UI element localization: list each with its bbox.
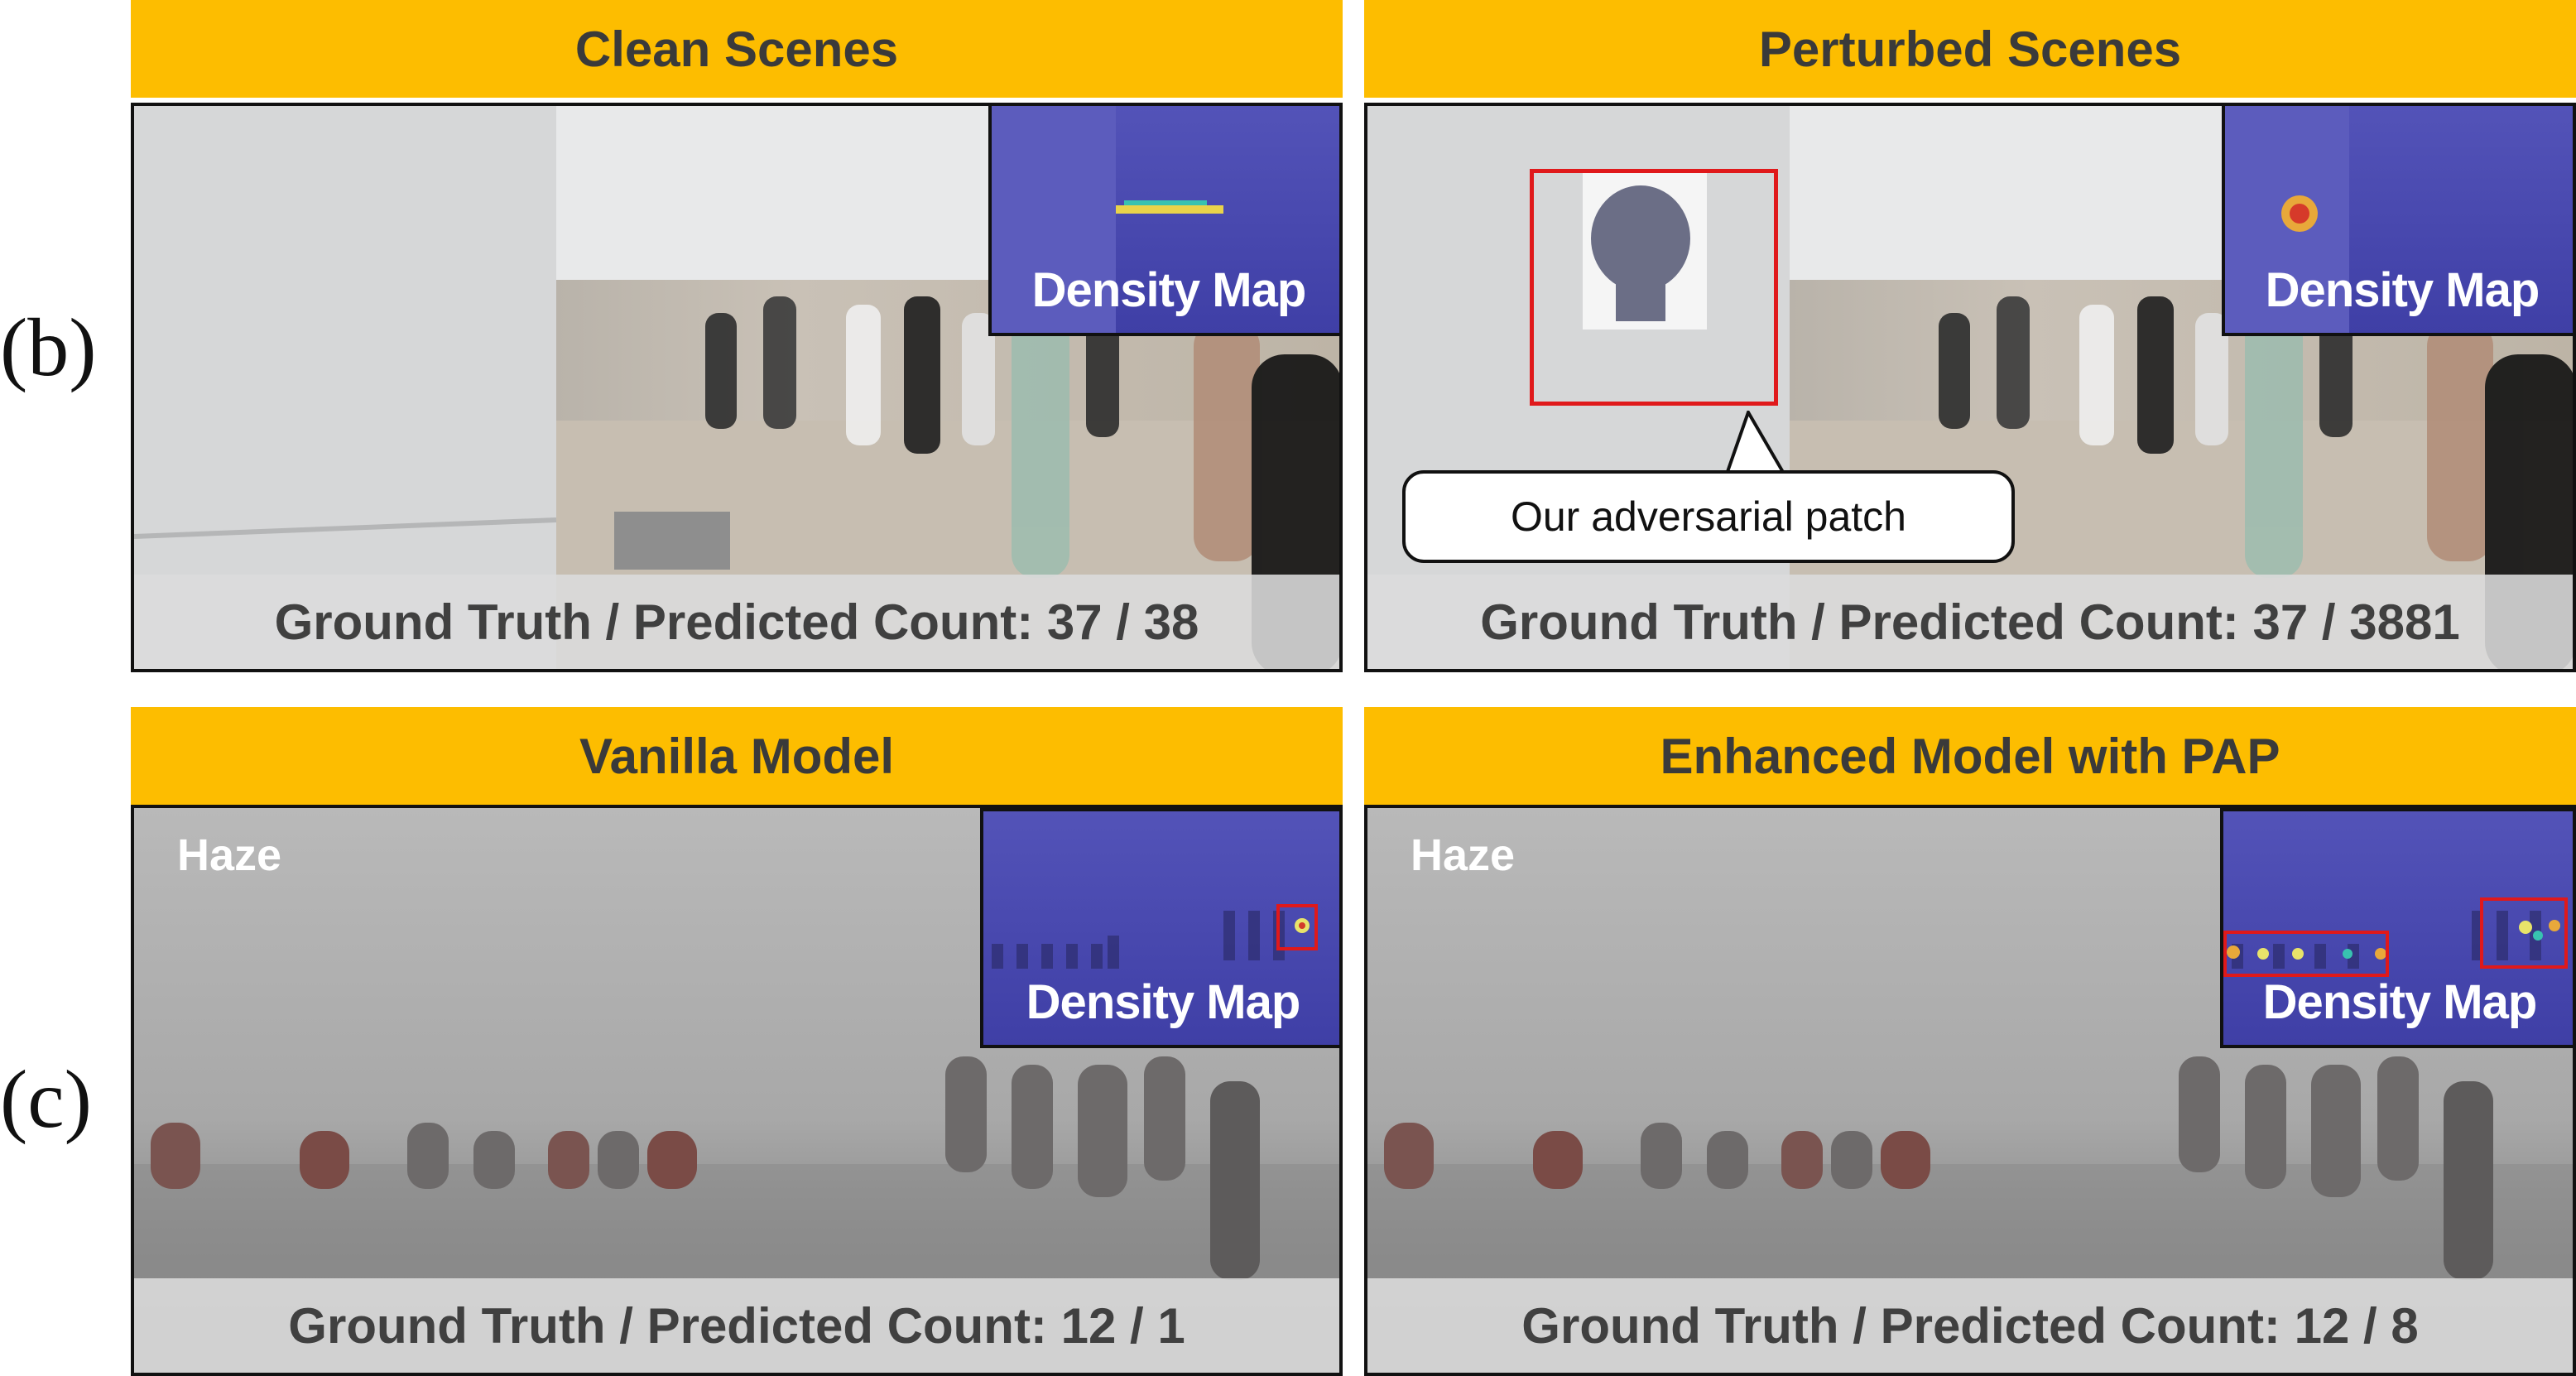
weather-label-enhanced: Haze <box>1411 830 1516 880</box>
density-map-inset-perturbed: Density Map <box>2222 106 2573 336</box>
density-map-label-vanilla: Density Map <box>1026 975 1301 1029</box>
density-map-label-clean: Density Map <box>1031 263 1307 317</box>
density-map-inset-vanilla: Density Map <box>980 808 1339 1048</box>
perturbed-scene-image: Our adversarial patch Density Map Ground… <box>1364 103 2576 672</box>
enhanced-haze-image: Haze Density Map Ground Truth / Predicte… <box>1364 805 2576 1376</box>
count-footer-vanilla: Ground Truth / Predicted Count: 12 / 1 <box>134 1278 1339 1373</box>
weather-label-vanilla: Haze <box>177 830 282 880</box>
count-footer-enhanced: Ground Truth / Predicted Count: 12 / 8 <box>1367 1278 2573 1373</box>
adversarial-patch-callout: Our adversarial patch <box>1402 470 2015 563</box>
panel-title-perturbed: Perturbed Scenes <box>1364 0 2576 98</box>
density-hotspots-clean <box>992 106 1223 333</box>
density-hotspots-perturbed <box>2225 106 2349 333</box>
detection-box-enhanced-right <box>2480 897 2568 969</box>
row-label-c: (c) <box>0 1053 92 1145</box>
density-map-inset-enhanced: Density Map <box>2220 808 2573 1048</box>
clean-scene-image: Density Map Ground Truth / Predicted Cou… <box>131 103 1343 672</box>
detection-box-vanilla <box>1276 904 1318 950</box>
panel-title-clean: Clean Scenes <box>131 0 1343 98</box>
density-map-label-enhanced: Density Map <box>2262 975 2538 1029</box>
count-footer-perturbed: Ground Truth / Predicted Count: 37 / 388… <box>1367 575 2573 669</box>
panel-title-vanilla: Vanilla Model <box>131 707 1343 805</box>
panel-title-enhanced: Enhanced Model with PAP <box>1364 707 2576 805</box>
row-label-b: (b) <box>0 301 97 393</box>
detection-box-enhanced-left <box>2223 931 2389 977</box>
density-map-label-perturbed: Density Map <box>2265 263 2540 317</box>
count-footer-clean: Ground Truth / Predicted Count: 37 / 38 <box>134 575 1339 669</box>
adversarial-patch-callout-text: Our adversarial patch <box>1510 493 1906 540</box>
density-map-inset-clean: Density Map <box>988 106 1339 336</box>
adversarial-patch-highlight <box>1530 169 1778 406</box>
vanilla-haze-image: Haze Density Map Ground Truth / Predicte… <box>131 805 1343 1376</box>
